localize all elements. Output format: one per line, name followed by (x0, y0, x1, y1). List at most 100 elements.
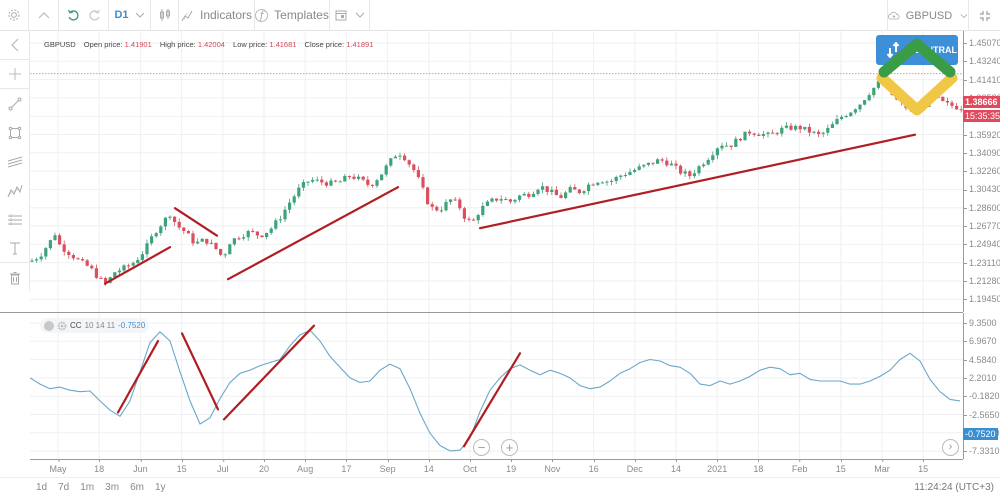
scroll-right-button[interactable]: › (942, 439, 959, 456)
indicators-label: Indicators (199, 8, 253, 22)
high-value: 1.42004 (197, 40, 225, 49)
chevron-down-icon (135, 12, 144, 18)
parallel-channel-icon (7, 156, 22, 167)
range-1d[interactable]: 1d (36, 482, 48, 493)
range-7d[interactable]: 7d (58, 482, 70, 493)
indicator-legend: CC 10 14 11 -0.7520 (40, 318, 150, 333)
settings-button[interactable] (0, 0, 29, 31)
low-label: Low price: (233, 40, 268, 49)
broker-logo-icon (876, 38, 958, 116)
crosshair-icon (8, 68, 21, 80)
time-tick: 20 (258, 459, 270, 474)
collapse-button[interactable] (29, 0, 59, 31)
indicator-tick: 2.2010 (964, 373, 997, 383)
price-tick: 1.30430 (964, 184, 1000, 194)
indicator-params: 10 14 11 (84, 321, 116, 330)
low-value: 1.41681 (269, 40, 297, 49)
time-tick: 18 (94, 459, 105, 474)
price-tick: 1.24940 (964, 239, 1000, 249)
time-tick: May (49, 459, 67, 474)
indicator-tick: 4.5840 (964, 355, 997, 365)
function-icon: f (255, 8, 269, 22)
price-tick: 1.32260 (964, 166, 1000, 176)
indicators-button[interactable]: Indicators (179, 0, 255, 31)
crosshair-tool[interactable] (0, 60, 29, 89)
gear-icon[interactable] (57, 321, 67, 331)
drawing-toolbar (0, 31, 30, 291)
price-tick: 1.23110 (964, 258, 1000, 268)
fullscreen-button[interactable] (968, 0, 1000, 31)
calendar-button[interactable] (330, 0, 370, 31)
indicators-icon (181, 10, 193, 21)
undo-icon[interactable] (67, 9, 80, 22)
indicator-tick: -2.5650 (964, 410, 1000, 420)
collapse-tools-button[interactable] (0, 31, 29, 60)
templates-label: Templates (274, 8, 329, 22)
time-tick: Aug (297, 459, 314, 474)
open-label: Open price: (83, 40, 123, 49)
zoom-in-button[interactable]: + (501, 439, 518, 456)
price-tick: 1.41410 (964, 75, 1000, 85)
close-indicator-icon[interactable] (44, 320, 54, 331)
price-chart[interactable] (30, 31, 963, 312)
central-button-label: CENTRAL (914, 45, 957, 55)
range-6m[interactable]: 6m (130, 482, 144, 493)
indicator-tick: -7.3310 (964, 446, 1000, 456)
timeframe-value: D1 (114, 9, 129, 21)
templates-button[interactable]: f Templates (255, 0, 330, 31)
price-tick: 1.26770 (964, 221, 1000, 231)
time-tick: Dec (626, 459, 643, 474)
fibonacci-tool[interactable] (0, 205, 29, 234)
server-clock: 11:24:24 (UTC+3) (914, 482, 994, 493)
toolbar-right: GBPUSD (887, 0, 1000, 31)
trendline-tool[interactable] (0, 89, 29, 118)
chevron-left-icon (10, 38, 18, 52)
fibonacci-icon (7, 213, 22, 226)
range-3m[interactable]: 3m (105, 482, 120, 493)
time-tick: Feb (791, 459, 808, 474)
pattern-tool[interactable] (0, 176, 29, 205)
time-axis[interactable]: May 18 Jun 15 Jul 20 Aug 17 Sep 14 Oct 19 Nov 16 Dec 14… (30, 459, 963, 476)
calendar-icon (335, 10, 346, 21)
indicator-tick: 9.3500 (964, 318, 997, 328)
chart-type-button[interactable] (151, 0, 179, 31)
range-1m[interactable]: 1m (80, 482, 95, 493)
swap-arrows-icon (886, 42, 900, 58)
open-value: 1.41901 (124, 40, 152, 49)
time-tick: 14 (670, 459, 682, 474)
indicator-value-tag: -0.7520 (963, 428, 998, 440)
pattern-icon (7, 184, 22, 197)
time-tick: 15 (835, 459, 846, 474)
candlestick-icon (159, 9, 170, 21)
price-axis[interactable]: 1.450701.432401.414101.395801.377501.359… (963, 31, 1000, 312)
indicator-pane[interactable] (30, 313, 963, 459)
price-tick: 1.43240 (964, 56, 1000, 66)
time-tick: 16 (588, 459, 599, 474)
price-tick: 1.34090 (964, 148, 1000, 158)
bottom-bar: 1d 7d 1m 3m 6m 1y 11:24:24 (UTC+3) (0, 477, 1000, 497)
symbol-select[interactable]: GBPUSD (887, 0, 968, 31)
ohlc-symbol: GBPUSD (44, 40, 76, 49)
time-tick: 2021 (707, 459, 728, 474)
channel-tool[interactable] (0, 147, 29, 176)
range-1y[interactable]: 1y (154, 482, 166, 493)
zoom-out-button[interactable]: − (473, 439, 490, 456)
trash-icon (9, 271, 20, 284)
pane-divider[interactable] (0, 312, 963, 313)
close-value: 1.41891 (346, 40, 374, 49)
symbol-value: GBPUSD (905, 9, 953, 22)
price-tick: 1.19450 (964, 294, 1000, 304)
current-price-tag: 1.38666 (963, 96, 1000, 108)
candlestick-plot (30, 31, 963, 312)
time-tick: Jun (133, 459, 148, 474)
indicator-tick: -0.1820 (964, 391, 1000, 401)
text-tool[interactable] (0, 234, 29, 263)
price-tick: 1.35920 (964, 130, 1000, 140)
delete-drawings-button[interactable] (0, 263, 29, 292)
chevron-down-icon (355, 12, 364, 18)
timeframe-select[interactable]: D1 (109, 0, 151, 31)
redo-icon[interactable] (88, 9, 101, 22)
rectangle-tool[interactable] (0, 118, 29, 147)
indicator-plot (30, 313, 963, 459)
